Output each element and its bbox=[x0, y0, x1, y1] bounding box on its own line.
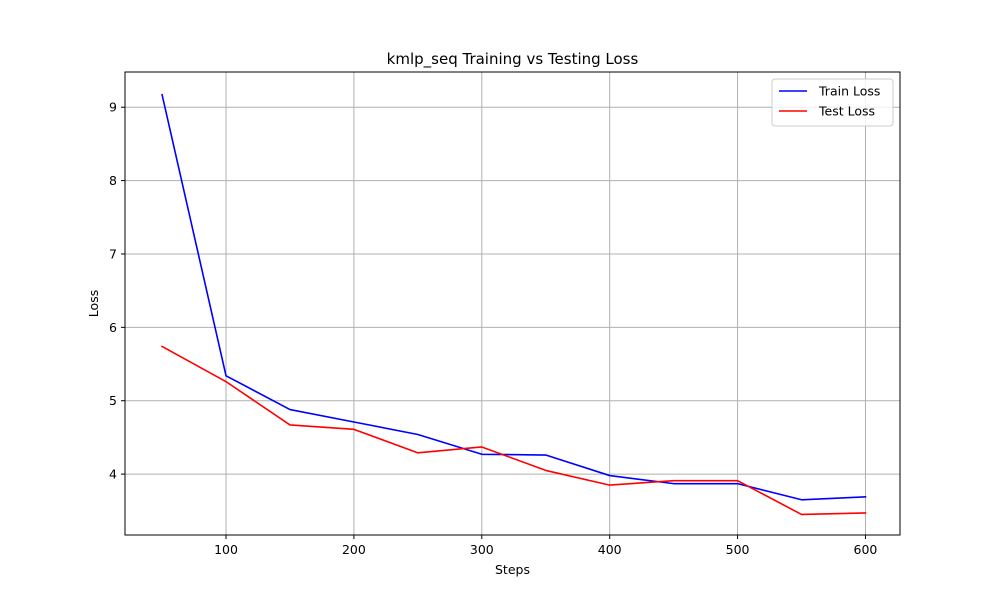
x-tick-label: 400 bbox=[598, 542, 622, 557]
axis-ticks: 100 200 300 400 500 600 4 5 6 7 8 9 bbox=[109, 100, 877, 557]
x-tick-label: 100 bbox=[214, 542, 238, 557]
x-tick-label: 300 bbox=[470, 542, 494, 557]
x-tick-label: 500 bbox=[726, 542, 750, 557]
y-tick-label: 6 bbox=[109, 320, 117, 335]
x-tick-label: 600 bbox=[854, 542, 878, 557]
x-tick-label: 200 bbox=[342, 542, 366, 557]
y-tick-label: 9 bbox=[109, 100, 117, 115]
chart-title: kmlp_seq Training vs Testing Loss bbox=[387, 50, 639, 69]
legend: Train Loss Test Loss bbox=[771, 78, 894, 127]
series-line-test-loss bbox=[161, 345, 867, 516]
grid-lines bbox=[125, 72, 900, 535]
legend-label-train-loss: Train Loss bbox=[818, 84, 880, 99]
y-axis-label: Loss bbox=[86, 290, 101, 317]
y-tick-label: 5 bbox=[109, 393, 117, 408]
x-axis-label: Steps bbox=[495, 562, 530, 577]
legend-label-test-loss: Test Loss bbox=[818, 104, 875, 119]
plot-frame bbox=[124, 71, 901, 536]
series-lines bbox=[161, 93, 867, 516]
y-tick-label: 8 bbox=[109, 173, 117, 188]
y-tick-label: 4 bbox=[109, 467, 117, 482]
y-tick-label: 7 bbox=[109, 246, 117, 261]
series-line-train-loss bbox=[161, 93, 867, 501]
